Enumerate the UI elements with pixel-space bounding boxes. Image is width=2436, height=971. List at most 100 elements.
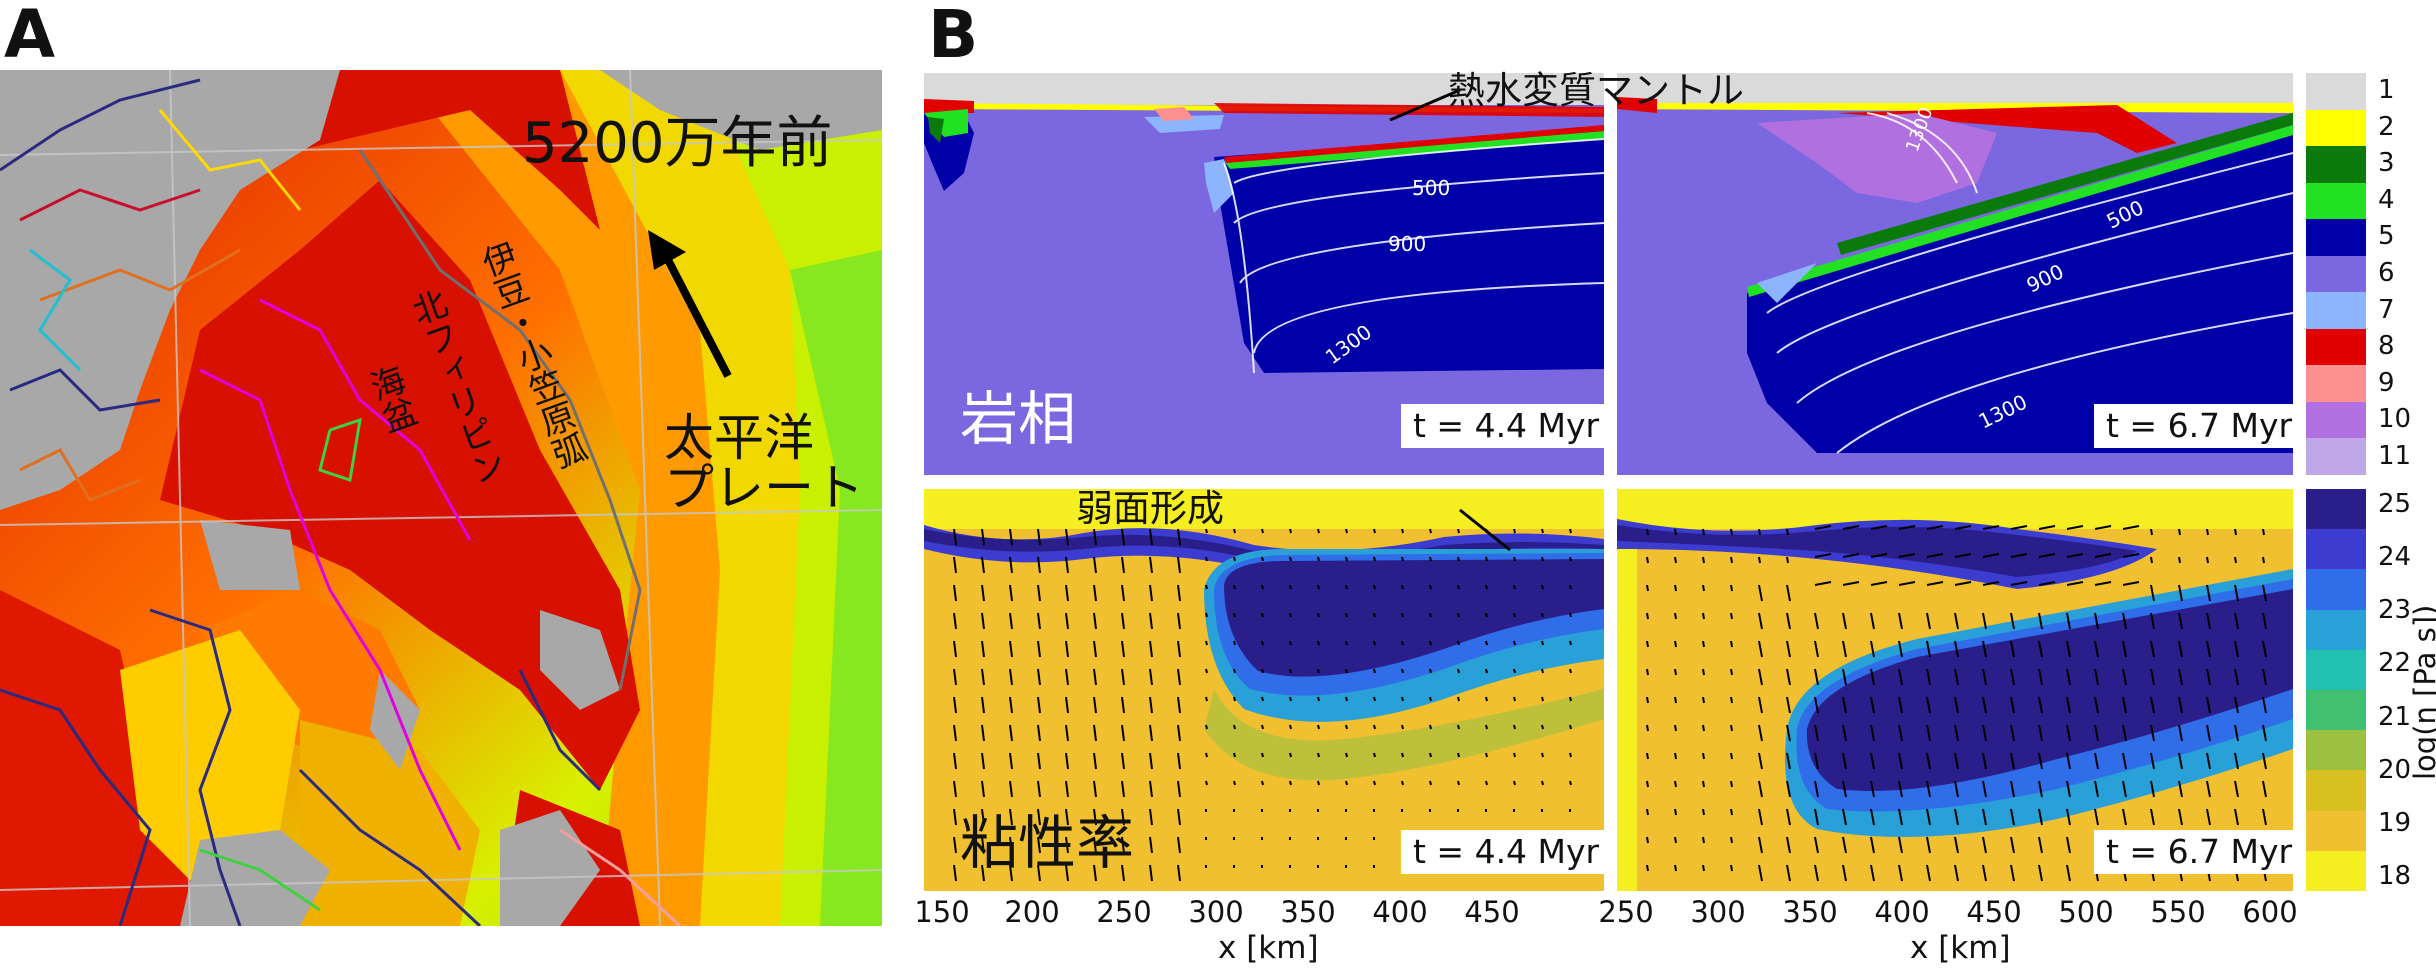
velocity-arrow [2122,696,2127,714]
velocity-arrow [1541,724,1544,730]
velocity-arrow [2010,553,2028,558]
velocity-arrow [1205,640,1208,646]
velocity-arrow [1646,864,1649,872]
velocity-arrow [1513,612,1516,618]
velocity-arrow [2066,612,2071,630]
velocity-arrow [981,668,985,686]
velocity-arrow [1786,724,1791,742]
velocity-arrow [1233,668,1236,674]
velocity-arrow [1982,640,1987,658]
velocity-arrow [1009,640,1013,658]
velocity-arrow [1177,864,1181,882]
velocity-arrow [1870,612,1875,630]
velocity-arrow [1373,696,1376,702]
velocity-arrow [1674,528,1677,536]
phase-legend-label: 11 [2378,440,2412,471]
velocity-arrow [1814,668,1819,686]
velocity-arrow [1569,556,1572,562]
velocity-arrow [953,808,957,826]
velocity-arrow [1786,752,1791,770]
xtick-right-0: 250 [1598,895,1654,929]
velocity-arrow [2234,696,2239,714]
velocity-arrow [1009,612,1013,630]
velocity-arrow [2178,808,2183,826]
velocity-arrow [1926,525,1944,530]
velocity-arrow [1317,528,1320,534]
velocity-arrow [1730,752,1733,760]
velocity-arrow [1205,668,1208,674]
velocity-arrow [2066,836,2071,854]
velocity-arrow [1317,724,1320,730]
velocity-arrow [2262,724,2267,742]
velocity-arrow [1205,528,1208,534]
velocity-arrow [2094,581,2112,586]
velocity-arrow [1233,584,1236,590]
velocity-arrow [1345,556,1348,562]
velocity-arrow [1646,584,1649,592]
velocity-arrow [1289,612,1292,618]
velocity-arrow [1702,528,1705,536]
velocity-arrow [1149,696,1153,714]
velocity-arrow [1093,780,1097,798]
velocity-arrow [1982,864,1987,882]
velocity-arrow [1093,640,1097,658]
plate-label-2: プレート [664,459,864,517]
velocity-arrow [1758,584,1763,602]
velocity-arrow [1121,696,1125,714]
velocity-arrow [2234,668,2239,686]
velocity-arrow [1317,556,1320,562]
velocity-arrow [1898,724,1903,742]
velocity-arrow [981,640,985,658]
velocity-arrow [2066,668,2071,686]
viscosity-panel-left [924,489,1604,891]
velocity-arrow [2038,696,2043,714]
velocity-arrow [1177,780,1181,798]
velocity-arrow [1093,612,1097,630]
phase-legend-swatch [2306,365,2366,403]
velocity-arrow [1485,584,1488,590]
velocity-arrow [2094,612,2099,630]
velocity-arrow [2038,780,2043,798]
velocity-arrow [953,696,957,714]
velocity-arrow [1954,808,1959,826]
velocity-arrow [1317,640,1320,646]
velocity-arrow [1037,528,1041,546]
velocity-arrow [1646,724,1649,732]
contour-900-left: 900 [1388,232,1426,256]
velocity-arrow [953,836,957,854]
velocity-arrow [2150,528,2153,536]
velocity-arrow [1345,696,1348,702]
velocity-arrow [1317,668,1320,674]
viscosity-colorbar-band [2306,649,2366,691]
velocity-arrow [2234,780,2239,798]
plate-motion-arrow [648,230,732,378]
velocity-arrow [1702,780,1705,788]
velocity-arrow [2094,640,2099,658]
velocity-arrow [1786,780,1791,798]
velocity-arrow [1317,612,1320,618]
velocity-arrow [1345,528,1348,534]
time-label-top-right: t = 6.7 Myr [2094,404,2305,448]
velocity-arrow [1121,668,1125,686]
velocity-arrow [1842,724,1847,742]
velocity-arrow [2234,808,2239,826]
velocity-arrow [1065,584,1069,602]
viscosity-colorbar-band [2306,609,2366,651]
velocity-arrow [1065,696,1069,714]
velocity-arrow [1485,696,1488,702]
velocity-arrow [1646,668,1649,676]
velocity-arrow [1898,808,1903,826]
panel-b-label: B [928,0,979,73]
velocity-arrow [1485,724,1488,730]
velocity-arrow [1065,668,1069,686]
velocity-arrow [1513,752,1516,758]
velocity-arrow [2066,640,2071,658]
viscosity-colorbar-band [2306,569,2366,611]
velocity-arrow [1429,612,1432,618]
velocity-arrow [1646,780,1649,788]
velocity-arrow [1954,780,1959,798]
velocity-arrow [1758,528,1761,536]
velocity-arrow [2234,584,2239,602]
velocity-arrow [981,836,985,854]
velocity-arrow [2066,525,2084,530]
